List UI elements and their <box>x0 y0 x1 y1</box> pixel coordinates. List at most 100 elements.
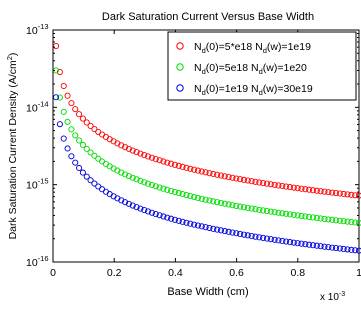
data-point <box>355 192 361 199</box>
data-point <box>122 171 129 178</box>
data-point <box>56 94 63 101</box>
data-point <box>302 186 309 193</box>
x-tick-label: 0.6 <box>229 267 244 279</box>
data-point <box>237 176 244 183</box>
data-point <box>183 219 190 226</box>
data-point <box>267 208 274 215</box>
axis-ticks <box>52 29 360 263</box>
data-point <box>141 179 148 186</box>
data-point <box>145 208 152 215</box>
legend-entry: Nd(0)=5e18 Nd(w)=1e20 <box>176 62 307 76</box>
data-point <box>187 193 194 200</box>
data-point <box>248 232 255 240</box>
data-point <box>332 190 340 197</box>
data-point <box>76 164 83 172</box>
data-point <box>122 144 129 151</box>
data-point <box>225 228 232 235</box>
y-tick-label: 10-13 <box>26 22 49 37</box>
x-tick-label: 0.4 <box>168 267 183 279</box>
data-point <box>252 178 259 185</box>
data-point <box>309 242 317 249</box>
data-point <box>229 174 236 181</box>
x-tick-label: 0.2 <box>107 267 122 279</box>
data-point <box>87 149 94 156</box>
data-point <box>275 237 282 244</box>
data-point <box>56 121 63 128</box>
data-point <box>286 239 294 246</box>
data-point <box>244 204 251 211</box>
data-point <box>279 237 286 244</box>
data-point <box>325 216 332 223</box>
legend-label: Nd(0)=5*e18 Nd(w)=1e19 <box>194 41 311 55</box>
data-point <box>145 153 152 160</box>
data-point <box>68 100 75 107</box>
data-point <box>279 210 286 217</box>
data-point <box>179 191 186 198</box>
data-point <box>133 176 140 183</box>
data-point <box>206 224 213 232</box>
data-point <box>168 187 175 195</box>
data-point <box>271 181 278 188</box>
data-point <box>267 181 274 188</box>
data-point <box>214 171 221 178</box>
data-point <box>152 155 159 163</box>
data-point <box>283 238 290 245</box>
data-point <box>60 82 67 90</box>
data-point <box>340 245 347 253</box>
data-point <box>118 142 125 149</box>
data-point <box>298 185 305 192</box>
data-point <box>217 199 224 206</box>
data-point <box>60 135 67 142</box>
data-point <box>133 149 140 156</box>
data-point <box>68 153 75 160</box>
y-tick-label: 10-14 <box>26 99 49 114</box>
data-point <box>256 179 263 186</box>
series-2 <box>53 67 361 226</box>
data-point <box>148 181 155 189</box>
data-point <box>56 68 63 76</box>
data-point <box>118 197 125 204</box>
data-point <box>252 233 259 240</box>
data-point <box>321 188 328 195</box>
data-point <box>325 189 332 196</box>
data-point <box>286 184 294 191</box>
data-point <box>91 152 98 159</box>
data-point <box>202 224 209 231</box>
data-point <box>240 231 248 238</box>
data-point <box>53 94 60 101</box>
data-point <box>344 218 351 225</box>
data-point <box>148 209 155 216</box>
data-point <box>317 215 324 222</box>
data-point <box>183 192 190 199</box>
data-point <box>198 168 205 175</box>
data-point <box>76 111 83 118</box>
data-point <box>290 239 297 246</box>
data-point <box>221 173 228 180</box>
data-point <box>141 152 148 159</box>
data-point <box>306 213 313 221</box>
data-point <box>352 219 359 226</box>
data-point <box>348 246 355 253</box>
data-point <box>348 191 355 198</box>
data-point <box>64 92 71 99</box>
data-point <box>221 228 228 235</box>
y-tick-label: 10-16 <box>26 254 49 269</box>
data-point <box>129 174 136 181</box>
data-point <box>294 212 301 219</box>
data-point <box>175 217 182 224</box>
data-point <box>175 162 182 169</box>
data-point <box>179 163 186 170</box>
data-point <box>83 119 90 126</box>
chart-title: Dark Saturation Current Versus Base Widt… <box>102 11 314 23</box>
data-point <box>160 158 167 165</box>
data-point <box>194 194 201 201</box>
y-axis-label: Dark Saturation Current Density (A/cm2) <box>5 53 19 240</box>
data-point <box>76 137 83 144</box>
data-point <box>168 160 175 167</box>
data-point <box>194 222 201 229</box>
data-point <box>125 145 132 152</box>
data-point <box>152 183 159 190</box>
data-point <box>336 190 343 197</box>
data-point <box>271 209 278 216</box>
data-point <box>229 202 236 209</box>
